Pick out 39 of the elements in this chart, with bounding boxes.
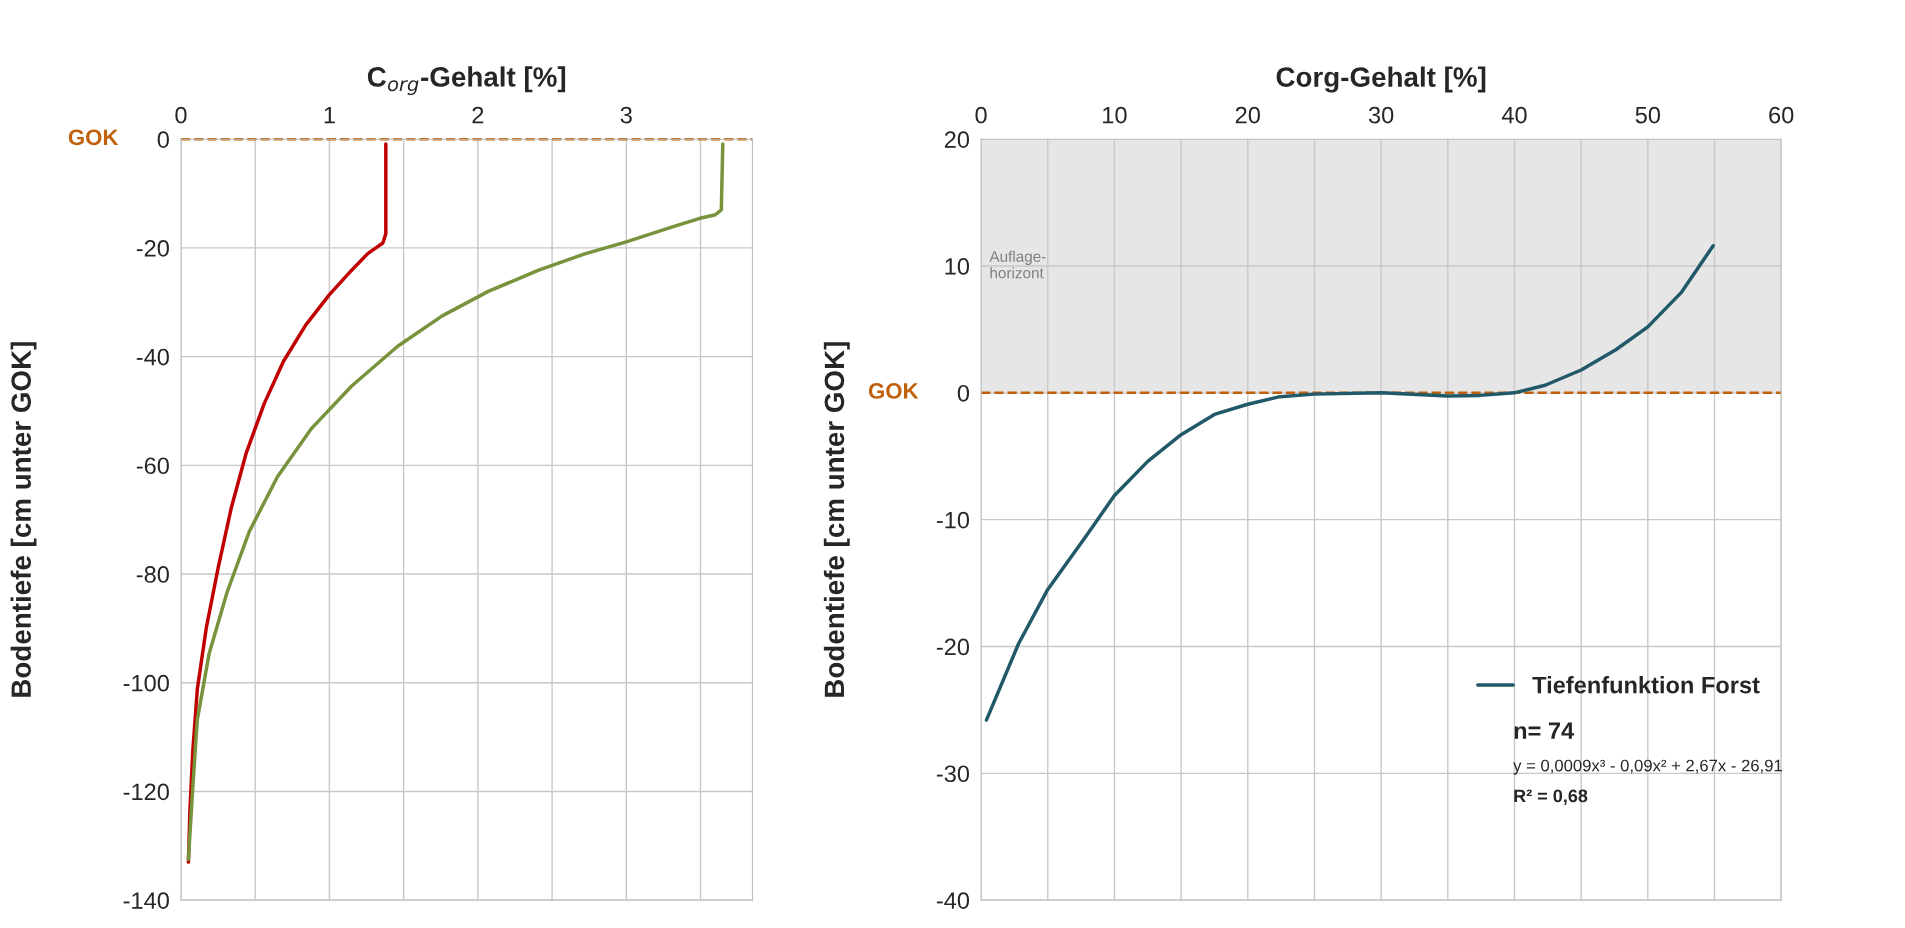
y-tick-label: -40 <box>136 348 169 366</box>
x-tick-label: 0 <box>975 106 987 124</box>
y-tick-label: -120 <box>123 783 169 801</box>
y-tick-label: -20 <box>136 239 169 257</box>
y-tick-label: 0 <box>157 131 169 148</box>
x-tick-label: 40 <box>1501 106 1527 124</box>
y-axis-title: Bodentiefe [cm unter GOK] <box>823 342 850 697</box>
y-tick-label: 20 <box>944 131 970 148</box>
y-tick-label: 0 <box>957 384 970 402</box>
y-tick-label: -30 <box>936 765 970 783</box>
x-tick-label: 1 <box>324 106 335 124</box>
x-tick-label: 10 <box>1103 106 1127 124</box>
legend-label: Tiefenfunktion Forst <box>1532 676 1760 694</box>
y-tick-label: 10 <box>945 258 970 275</box>
annotation: y = 0,0009x³ - 0,09x² + 2,67x - 26,91 <box>1513 759 1782 775</box>
x-tick-label: 20 <box>1235 106 1260 124</box>
x-tick-label: 3 <box>620 106 632 124</box>
annotation: R² = 0,68 <box>1514 789 1588 805</box>
x-tick-label: 60 <box>1769 106 1794 124</box>
x-tick-label: 0 <box>175 106 187 124</box>
y-tick-label: -10 <box>936 511 970 529</box>
y-tick-label: -80 <box>136 566 169 583</box>
y-tick-label: -60 <box>136 457 169 475</box>
y-tick-label: -20 <box>936 638 970 656</box>
x-axis-title: C$_{org}$-Gehalt [%] <box>367 66 566 96</box>
y-tick-label: -100 <box>123 674 169 692</box>
ref-line-label: GOK <box>68 129 119 146</box>
x-tick-label: 30 <box>1368 106 1394 124</box>
annotation: n= 74 <box>1514 722 1575 739</box>
y-tick-label: -140 <box>123 892 169 909</box>
x-tick-label: 50 <box>1635 106 1661 124</box>
y-tick-label: -40 <box>936 892 970 909</box>
line-series <box>186 142 388 864</box>
x-axis-title: Corg-Gehalt [%] <box>1276 66 1486 93</box>
ref-line-label: GOK <box>868 383 919 399</box>
x-tick-label: 2 <box>472 106 484 124</box>
line-series <box>186 142 725 862</box>
band-label: Auflage- horizont <box>989 250 1046 279</box>
y-axis-title: Bodentiefe [cm unter GOK] <box>10 342 37 697</box>
